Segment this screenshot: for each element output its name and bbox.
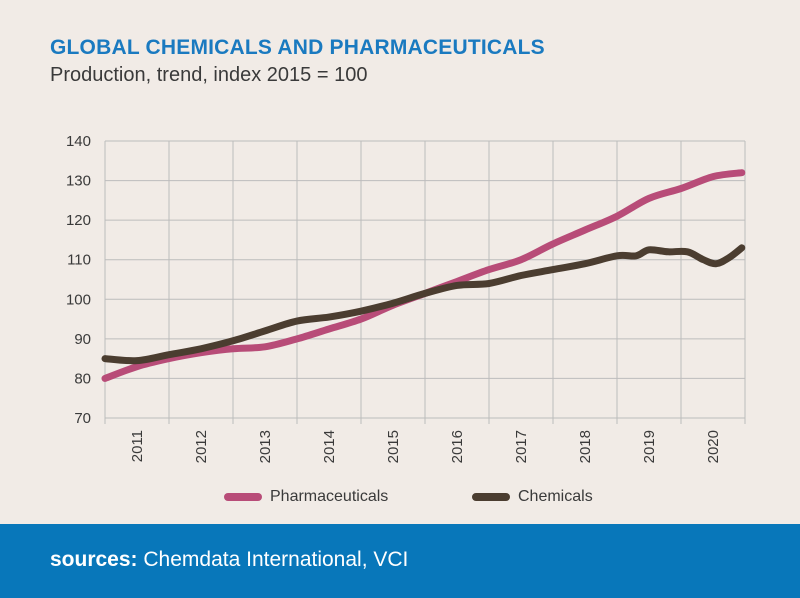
source-value: Chemdata International, VCI [143,548,409,571]
x-tick-label: 2011 [129,430,146,462]
legend-label-pharmaceuticals: Pharmaceuticals [270,488,389,505]
source-label: sources: [50,548,138,571]
y-tick-label: 130 [66,173,91,190]
series-line-chemicals [101,244,746,365]
chart-subtitle: Production, trend, index 2015 = 100 [50,64,368,86]
legend-label-chemicals: Chemicals [518,488,593,505]
y-tick-label: 70 [74,410,91,427]
y-tick-label: 120 [66,212,91,229]
x-tick-label: 2019 [641,430,658,463]
x-tick-label: 2018 [577,430,594,463]
y-tick-label: 90 [74,331,91,348]
legend-swatch-chemicals [472,493,510,501]
y-tick-label: 140 [66,133,91,150]
source-footer: sources: Chemdata International, VCI [0,524,800,598]
legend-item-pharmaceuticals: Pharmaceuticals [224,488,388,506]
source-text: sources: Chemdata International, VCI [50,548,408,572]
y-tick-label: 100 [66,291,91,308]
y-tick-label: 110 [67,252,91,269]
legend-item-chemicals: Chemicals [472,488,593,506]
line-chart: 70 80 90 100 110 120 130 140 2011 2012 2013 2014 201… [66,133,746,463]
x-tick-label: 2016 [449,430,466,463]
x-tick-label: 2014 [321,430,338,463]
x-tick-label: 2012 [193,430,210,463]
x-tick-label: 2017 [513,430,530,463]
x-tick-label: 2015 [385,430,402,463]
chart-legend: Pharmaceuticals Chemicals [0,488,800,512]
x-tick-label: 2013 [257,430,274,463]
x-tick-label: 2020 [705,430,722,463]
y-tick-label: 80 [74,370,91,387]
chart-title: GLOBAL CHEMICALS AND PHARMACEUTICALS [50,36,545,59]
legend-swatch-pharmaceuticals [224,493,262,501]
